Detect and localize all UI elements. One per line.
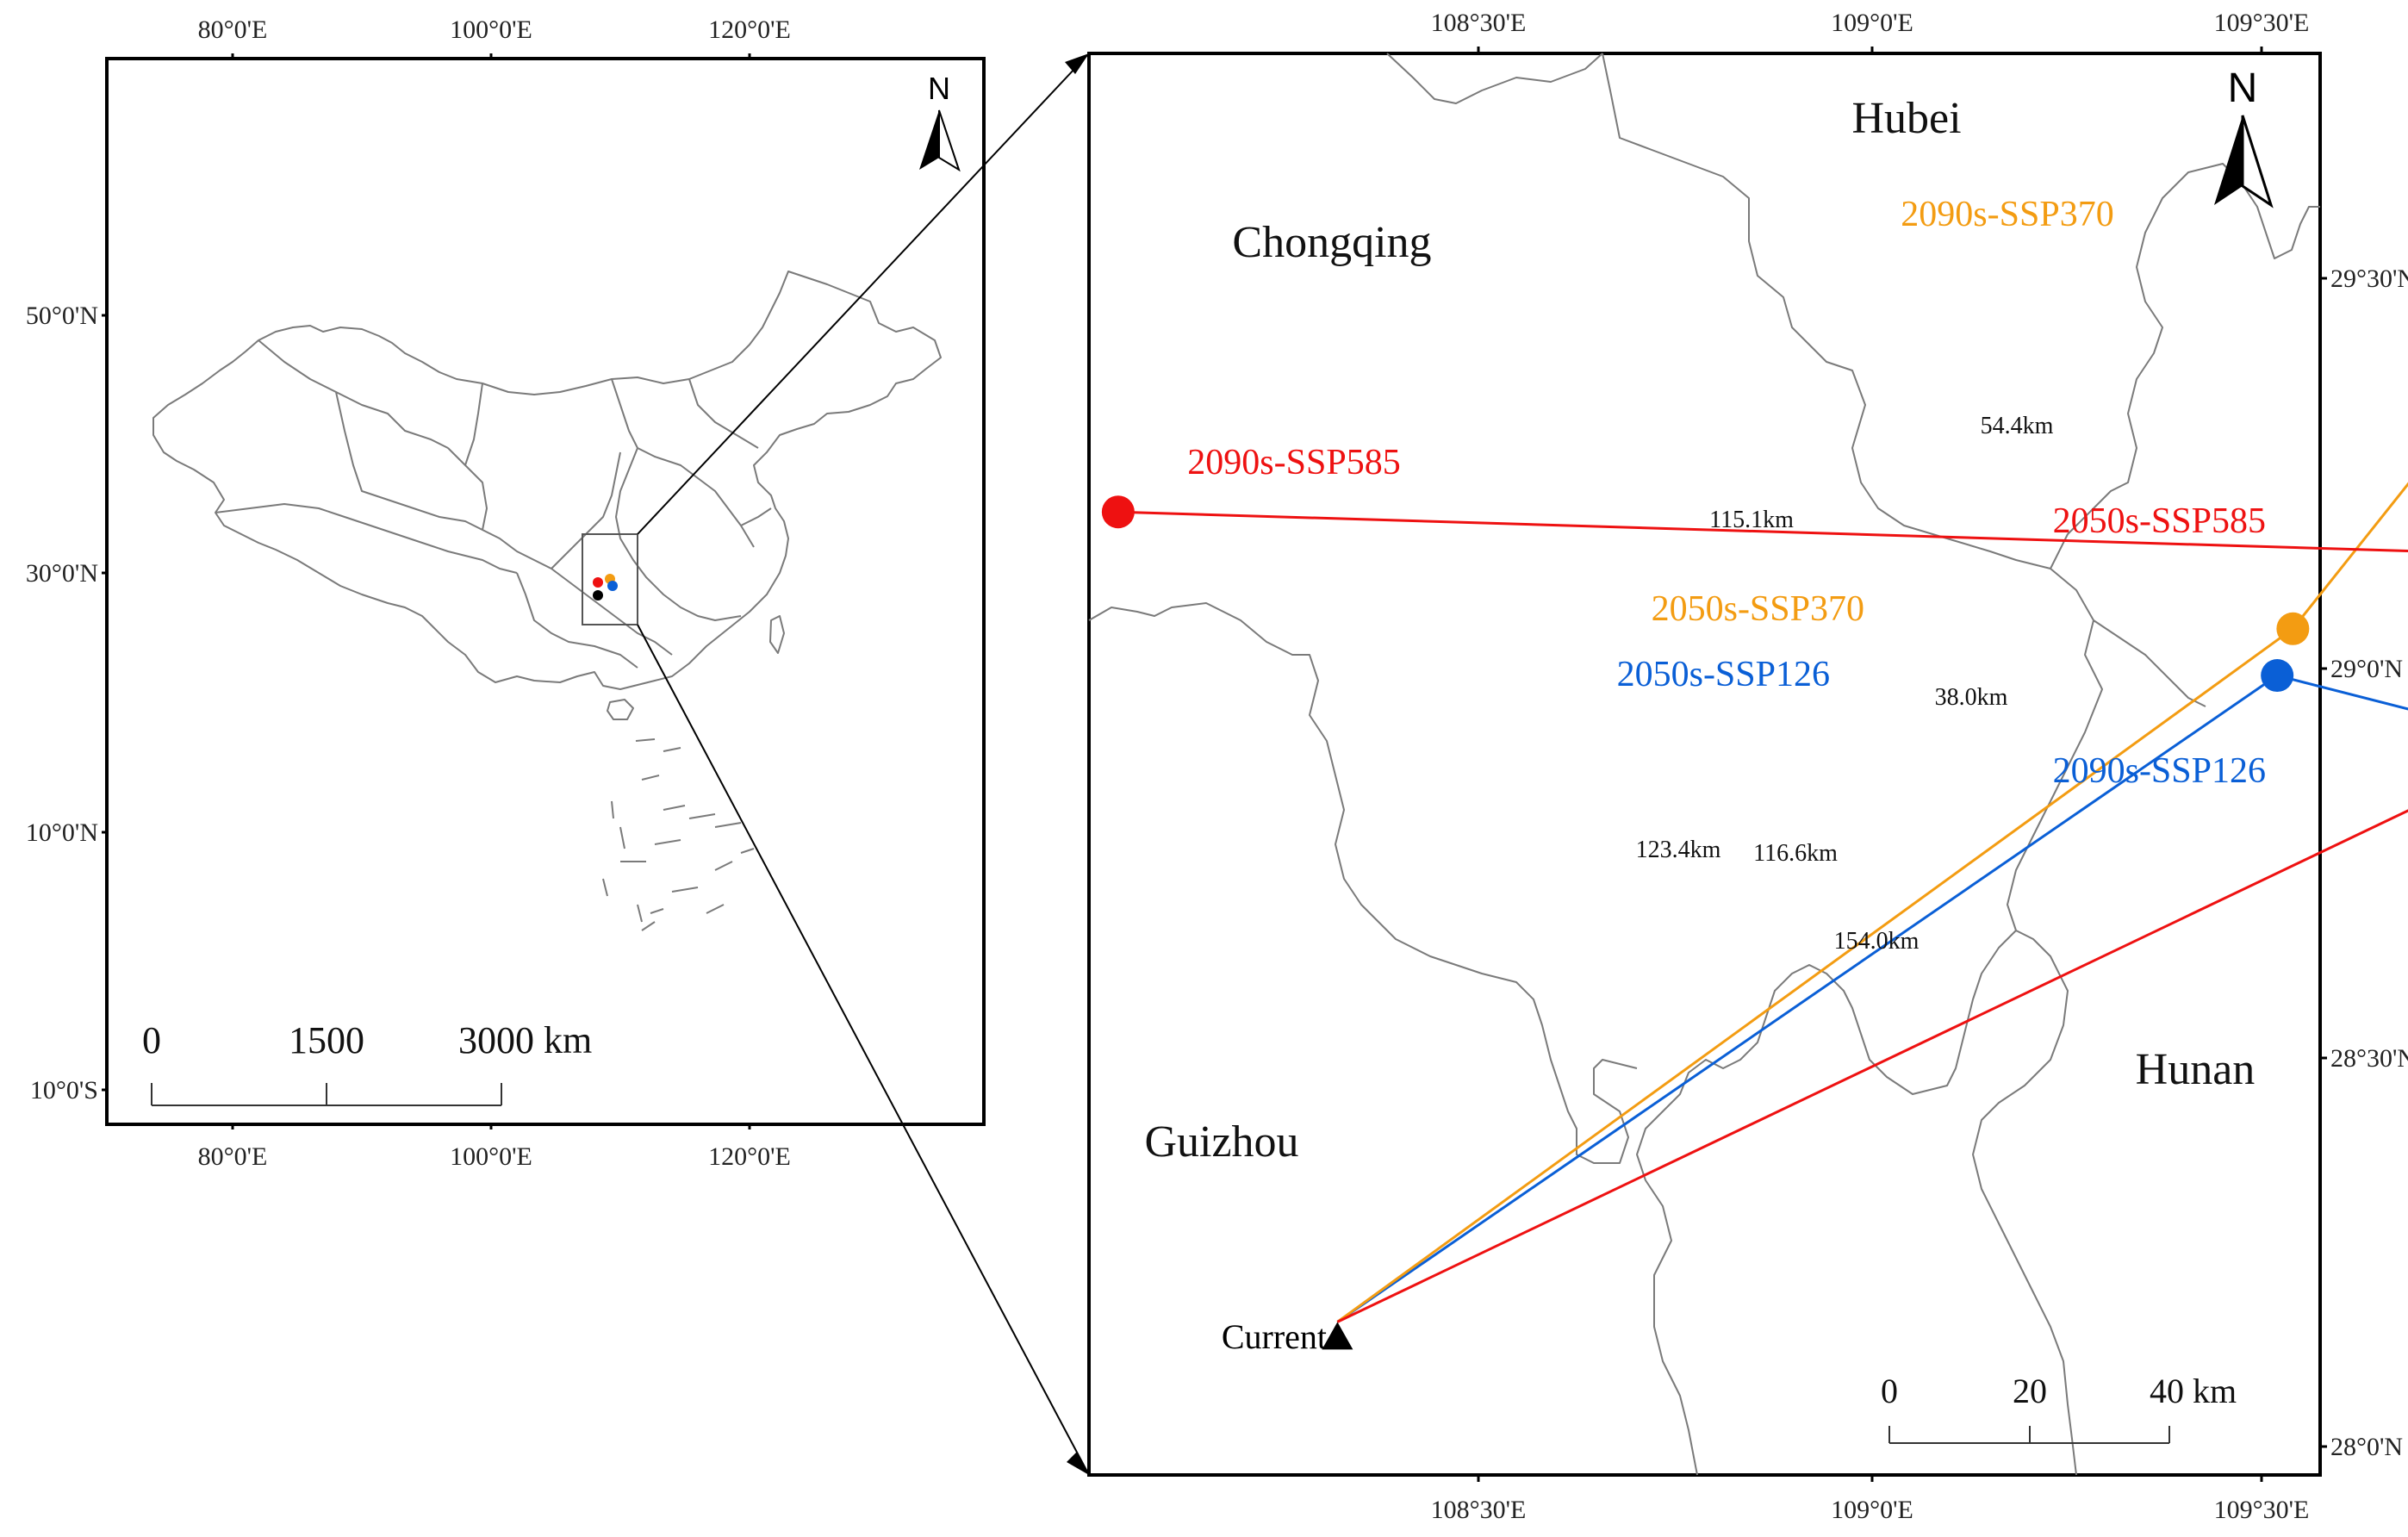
detail-scale-bar: 0 20 40 km [1881, 1372, 2237, 1444]
province-boundaries-overview [215, 339, 772, 669]
region-label-hubei: Hubei [1851, 94, 1961, 143]
shift-line-2050-to-2090-ssp126 [2276, 674, 2408, 711]
overview-scale-label-1500: 1500 [289, 1019, 364, 1061]
overview-map: 80°0'E 100°0'E 120°0'E 80°0'E 100°0'E 12… [26, 16, 986, 1171]
hainan-island [607, 699, 634, 720]
overview-bottom-tick-100e: 100°0'E [450, 1142, 532, 1171]
distance-label-2050-to-2090-ssp126: 38.0km [1935, 684, 2008, 711]
overview-top-tick-120e: 120°0'E [708, 16, 791, 44]
point-label-2090-ssp585: 2090s-SSP585 [1187, 443, 1400, 482]
current-centroid-marker [1322, 1322, 1353, 1350]
detail-right-tick-28-30: 28°30'N [2330, 1044, 2408, 1073]
detail-bottom-tick-108-30: 108°30'E [1431, 1496, 1527, 1524]
detail-map-frame [1087, 52, 2322, 1477]
distance-label-2050-to-2090-ssp585: 115.1km [1709, 507, 1794, 533]
region-label-hunan: Hunan [2136, 1045, 2256, 1094]
overview-scale-label-3000: 3000 km [458, 1019, 592, 1061]
taiwan-island [769, 615, 785, 654]
overview-scale-label-0: 0 [142, 1019, 161, 1061]
overview-bottom-tick-80e: 80°0'E [198, 1142, 268, 1171]
centroid-point-2050s-ssp370 [2276, 612, 2310, 645]
overview-dot-current [593, 590, 603, 600]
current-centroid-label: Current [1222, 1317, 1327, 1356]
detail-north-arrow: N [2214, 65, 2274, 208]
detail-right-tick-28-0: 28°0'N [2330, 1433, 2403, 1461]
detail-scale-label-20: 20 [2013, 1372, 2047, 1410]
shift-lines [1117, 482, 2408, 1323]
detail-right-tick-29-0: 29°0'N [2330, 655, 2403, 683]
detail-north-label: N [2228, 65, 2258, 111]
shift-line-2050-to-2090-ssp370 [2292, 482, 2408, 630]
centroid-points [1101, 495, 2310, 693]
distance-label-current-to-2050-ssp126: 116.6km [1753, 840, 1838, 867]
overview-top-tick-100e: 100°0'E [450, 16, 532, 44]
detail-bottom-tick-109-0: 109°0'E [1831, 1496, 1913, 1524]
overview-north-arrow: N [919, 71, 961, 172]
detail-scale-label-0: 0 [1881, 1372, 1898, 1410]
shift-line-current-to-2050-ssp585 [1336, 809, 2408, 1323]
overview-left-tick-10s: 10°0'S [30, 1076, 98, 1105]
shift-line-current-to-2050-ssp126 [1336, 674, 2279, 1323]
point-label-2050-ssp370: 2050s-SSP370 [1652, 589, 1864, 629]
overview-bottom-tick-120e: 120°0'E [708, 1142, 791, 1171]
point-label-2090-ssp370: 2090s-SSP370 [1901, 195, 2113, 234]
region-label-chongqing: Chongqing [1232, 218, 1431, 267]
point-label-2050-ssp585: 2050s-SSP585 [2053, 501, 2266, 541]
overview-left-tick-10n: 10°0'N [26, 818, 98, 847]
overview-left-tick-30n: 30°0'N [26, 559, 98, 588]
detail-top-tick-109-30: 109°30'E [2214, 9, 2310, 37]
shift-line-2050-to-2090-ssp585 [1117, 510, 2408, 553]
detail-top-tick-109-0: 109°0'E [1831, 9, 1913, 37]
overview-map-frame [105, 57, 986, 1126]
centroid-point-2090s-ssp585 [1101, 495, 1135, 529]
distance-label-current-to-2050-ssp370: 123.4km [1636, 837, 1721, 863]
south-china-sea-islands [602, 738, 755, 931]
centroid-point-2050s-ssp126 [2261, 659, 2294, 693]
overview-top-tick-80e: 80°0'E [198, 16, 268, 44]
overview-dot-ssp126 [607, 581, 618, 591]
detail-bottom-tick-109-30: 109°30'E [2214, 1496, 2310, 1524]
shift-line-current-to-2050-ssp370 [1336, 627, 2294, 1323]
point-label-2050-ssp126: 2050s-SSP126 [1617, 655, 1830, 694]
overview-left-tick-50n: 50°0'N [26, 302, 98, 330]
point-label-2090-ssp126: 2090s-SSP126 [2053, 751, 2266, 791]
china-outline [152, 271, 942, 690]
distance-label-2050-to-2090-ssp370: 54.4km [1981, 413, 2054, 439]
distance-label-current-to-2050-ssp585: 154.0km [1834, 928, 1920, 955]
zoom-leader-lines [637, 53, 1090, 1476]
study-area-box [582, 533, 638, 625]
detail-top-tick-108-30: 108°30'E [1431, 9, 1527, 37]
detail-scale-label-40: 40 km [2150, 1372, 2237, 1410]
overview-dot-ssp585 [593, 577, 603, 588]
overview-north-label: N [928, 71, 950, 106]
detail-map: 108°30'E 109°0'E 109°30'E 108°30'E 109°0… [1087, 9, 2408, 1524]
overview-scale-bar: 0 1500 3000 km [142, 1019, 592, 1106]
region-label-guizhou: Guizhou [1144, 1117, 1298, 1167]
detail-right-tick-29-30: 29°30'N [2330, 264, 2408, 293]
